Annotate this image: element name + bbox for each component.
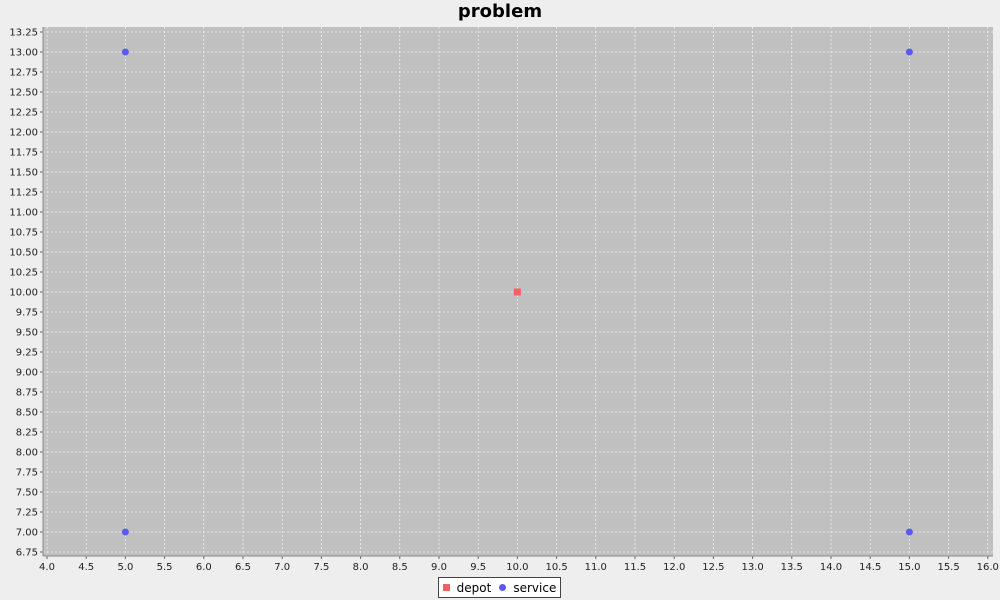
x-tick-label: 7.5 [313,562,329,573]
x-tick-label: 16.0 [977,562,999,573]
service-point [905,528,913,536]
y-tick-label: 10.00 [9,288,38,299]
y-tick-label: 11.75 [9,148,38,159]
x-tick-label: 13.0 [741,562,763,573]
y-tick-label: 9.25 [16,348,38,359]
y-tick-label: 12.00 [9,128,38,139]
y-tick-label: 7.00 [16,528,38,539]
x-tick-label: 14.0 [820,562,842,573]
service-marker-icon [499,584,507,591]
y-tick-label: 12.50 [9,88,38,99]
x-tick-label: 5.5 [157,562,173,573]
legend: depot service [438,577,561,598]
legend-item-depot: depot [442,580,492,595]
x-tick-label: 6.0 [196,562,212,573]
x-tick-label: 11.0 [585,562,607,573]
y-tick-label: 11.00 [9,208,38,219]
legend-item-service: service [499,581,556,595]
y-tick-label: 8.25 [16,428,38,439]
x-tick-label: 5.0 [117,562,133,573]
x-tick-label: 15.0 [898,562,920,573]
y-tick-label: 13.25 [9,28,38,39]
y-tick-label: 8.00 [16,448,38,459]
x-tick-label: 15.5 [937,562,959,573]
grid [43,27,993,556]
chart-title: problem [457,1,543,22]
x-tick-label: 7.0 [274,562,290,573]
legend-label-depot: depot [456,580,492,595]
y-tick-label: 9.00 [16,368,38,379]
x-tick-label: 12.0 [663,562,685,573]
y-tick-label: 8.75 [16,388,38,399]
x-tick-label: 4.5 [78,562,94,573]
y-tick-label: 7.75 [16,468,38,479]
y-tick-label: 11.50 [9,168,38,179]
x-tick-label: 13.5 [781,562,803,573]
depot-marker-icon [442,584,450,591]
service-point [121,528,129,536]
y-tick-label: 7.25 [16,508,38,519]
y-tick-label: 7.50 [16,488,38,499]
x-tick-label: 6.5 [235,562,251,573]
depot-point [513,288,521,296]
y-tick-label: 9.50 [16,328,38,339]
x-tick-label: 8.5 [392,562,408,573]
service-point [121,48,129,56]
y-tick-label: 10.50 [9,248,38,259]
y-tick-label: 8.50 [16,408,38,419]
x-tick-label: 10.0 [506,562,528,573]
legend-label-service: service [513,580,557,595]
y-tick-label: 11.25 [9,188,38,199]
x-tick-label: 10.5 [545,562,567,573]
y-tick-label: 12.75 [9,68,38,79]
x-tick-label: 9.5 [470,562,486,573]
x-tick-label: 11.5 [624,562,646,573]
y-tick-label: 10.25 [9,268,38,279]
y-tick-label: 6.75 [16,548,38,559]
x-tick-label: 4.0 [39,562,55,573]
x-tick-label: 8.0 [353,562,369,573]
x-tick-label: 14.5 [859,562,881,573]
x-tick-label: 9.0 [431,562,447,573]
service-point [905,48,913,56]
y-tick-label: 13.00 [9,48,38,59]
y-tick-label: 12.25 [9,108,38,119]
axes: 4.0 4.5 5.0 5.5 6.0 6.5 7.0 7.5 8.0 8.5 9.0 9.5 10.0… [9,27,999,573]
y-tick-label: 10.75 [9,228,38,239]
y-tick-label: 9.75 [16,308,38,319]
data-points [121,48,913,536]
x-tick-label: 12.5 [702,562,724,573]
